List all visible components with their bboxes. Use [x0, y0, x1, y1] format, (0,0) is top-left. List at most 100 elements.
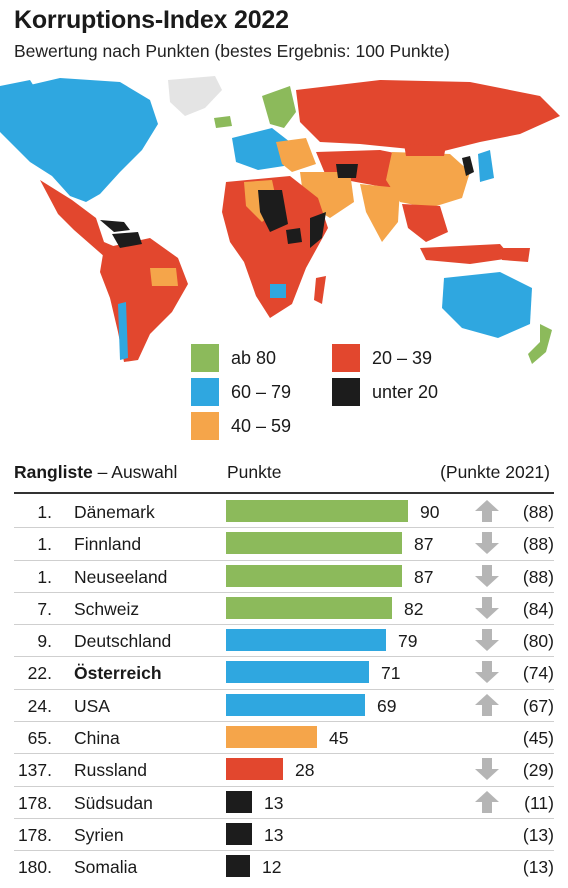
prev-score: (88)	[522, 534, 554, 555]
score-value: 90	[420, 502, 440, 522]
ranking-table: 1. Dänemark 90 (88) 1. Finnland 87 (88) 1. Neusee…	[0, 496, 568, 883]
prev-score: (13)	[522, 857, 554, 878]
prev-score: (88)	[522, 502, 554, 522]
score-bar	[226, 855, 250, 878]
score-value: 87	[414, 566, 434, 587]
map-central-america	[40, 180, 118, 258]
rank-label: 7.	[37, 598, 52, 619]
arrow-down-icon	[474, 757, 500, 781]
country-label: Österreich	[74, 663, 162, 684]
rank-label: 1.	[37, 534, 52, 555]
rank-column-header: Rangliste – Auswahl	[14, 462, 177, 483]
legend-item-ab-80: ab 80	[191, 344, 276, 372]
rank-label: 24.	[27, 695, 52, 716]
map-mongolia	[404, 144, 446, 156]
map-chile-uruguay	[118, 302, 128, 360]
arrow-down-icon	[474, 660, 500, 684]
rank-header-rest: – Auswahl	[92, 462, 178, 482]
table-row: 7. Schweiz 82 (84)	[14, 593, 554, 626]
map-india	[360, 184, 400, 242]
rank-label: 178.	[17, 792, 52, 813]
map-greenland	[168, 76, 222, 116]
score-bar	[226, 726, 317, 749]
arrow-down-icon	[474, 531, 500, 555]
arrow-up-icon	[474, 790, 500, 814]
rank-label: 178.	[17, 824, 52, 845]
country-label: USA	[74, 695, 110, 716]
map-eastern-europe	[276, 138, 316, 172]
map-north-america	[0, 78, 158, 202]
legend-label: 20 – 39	[372, 347, 433, 368]
world-map	[0, 72, 568, 372]
rank-label: 180.	[17, 857, 52, 878]
map-afghanistan	[336, 164, 358, 178]
prev-score: (13)	[522, 824, 554, 845]
country-label: Schweiz	[74, 598, 140, 619]
score-value: 28	[295, 760, 315, 781]
map-argentina-orange	[150, 268, 178, 286]
prev-score: (88)	[522, 566, 554, 587]
country-label: Somalia	[74, 857, 138, 878]
map-caribbean	[100, 220, 130, 232]
score-bar	[226, 790, 252, 813]
arrow-up-icon	[474, 499, 500, 523]
table-row: 137. Russland 28 (29)	[14, 754, 554, 787]
rank-label: 22.	[27, 663, 52, 684]
map-libya-sudan	[258, 190, 288, 232]
table-row: 180. Somalia 12 (13)	[14, 851, 554, 882]
ranking-table-header: Rangliste – Auswahl Punkte (Punkte 2021)	[0, 458, 568, 488]
map-indonesia	[420, 244, 512, 264]
legend-swatch	[332, 344, 360, 372]
chart-subtitle: Bewertung nach Punkten (bestes Ergebnis:…	[14, 41, 450, 61]
prev-score: (45)	[522, 728, 554, 749]
map-new-zealand	[528, 324, 552, 364]
score-value: 71	[381, 663, 401, 684]
table-row: 9. Deutschland 79 (80)	[14, 625, 554, 658]
table-row: 24. USA 69 (67)	[14, 690, 554, 723]
score-bar	[226, 500, 408, 522]
legend-item-unter-20: unter 20	[332, 378, 438, 406]
score-value: 13	[264, 824, 284, 845]
prev-score: (74)	[522, 663, 554, 684]
table-row: 1. Finnland 87 (88)	[14, 528, 554, 561]
country-label: Neuseeland	[74, 566, 168, 587]
score-bar	[226, 661, 369, 684]
map-somalia	[310, 212, 326, 248]
table-row: 22. Österreich 71 (74)	[14, 657, 554, 690]
map-alaska	[0, 80, 40, 106]
country-label: Dänemark	[74, 502, 155, 522]
rank-label: 137.	[17, 760, 52, 781]
arrow-down-icon	[474, 596, 500, 620]
map-southeast-asia	[402, 204, 448, 242]
score-bar	[226, 758, 283, 781]
score-value: 69	[377, 695, 397, 716]
legend-label: 60 – 79	[231, 381, 292, 402]
legend-swatch	[332, 378, 360, 406]
map-korea-japan	[462, 156, 474, 176]
chart-title: Korruptions-Index 2022	[14, 6, 289, 34]
country-label: Syrien	[74, 824, 124, 845]
prev-score: (11)	[524, 792, 554, 813]
map-png	[500, 248, 530, 262]
country-label: China	[74, 728, 120, 749]
score-value: 82	[404, 598, 424, 619]
legend-swatch	[191, 344, 219, 372]
score-bar	[226, 596, 392, 619]
score-value: 12	[262, 857, 282, 878]
prev-score: (84)	[522, 598, 554, 619]
score-bar	[226, 532, 402, 555]
table-row: 1. Dänemark 90 (88)	[14, 496, 554, 529]
map-botswana	[270, 284, 286, 298]
score-bar	[226, 693, 365, 716]
map-south-sudan	[286, 228, 302, 244]
map-legend: ab 80 60 – 79 40 – 59 20 – 39 unter 20	[0, 344, 568, 440]
legend-label: unter 20	[372, 381, 439, 402]
arrow-down-icon	[474, 628, 500, 652]
prev-score: (80)	[522, 631, 554, 652]
table-row: 1. Neuseeland 87 (88)	[14, 561, 554, 593]
legend-item-60-79: 60 – 79	[191, 378, 291, 406]
points-column-header: Punkte	[227, 462, 282, 482]
map-russia	[296, 80, 560, 152]
arrow-down-icon	[474, 564, 500, 588]
score-value: 79	[398, 631, 418, 652]
